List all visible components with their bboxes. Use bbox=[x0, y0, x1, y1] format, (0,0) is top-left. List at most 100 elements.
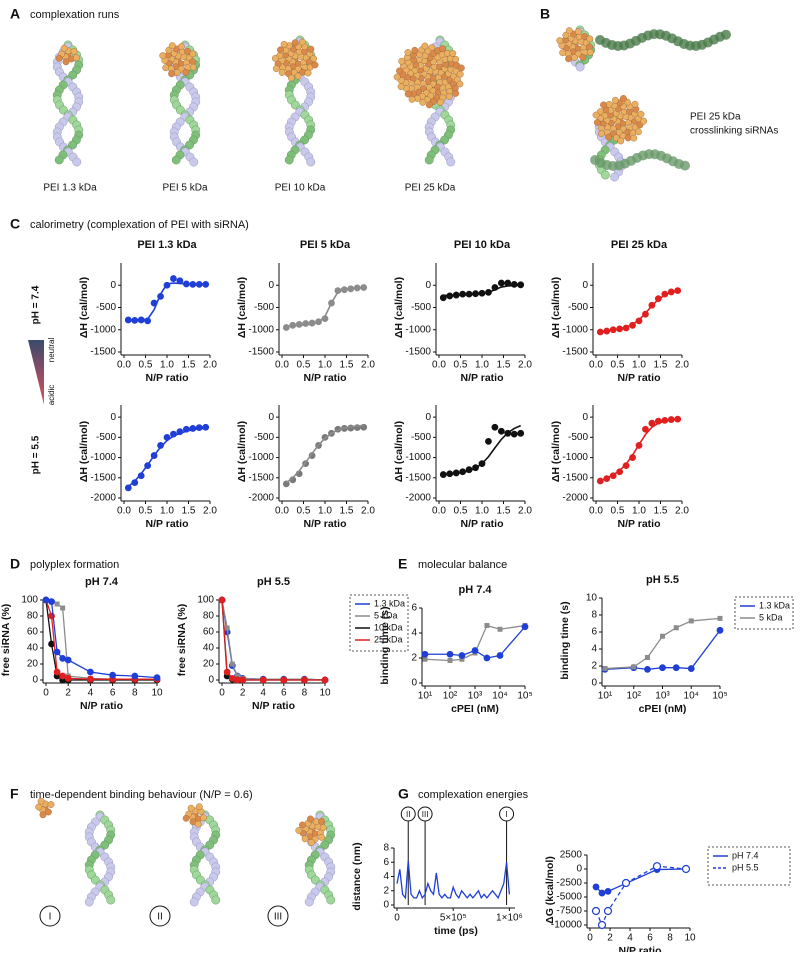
x-tick-label: 4 bbox=[88, 688, 94, 699]
atom bbox=[277, 46, 284, 54]
x-tick-label: 10 bbox=[151, 688, 163, 699]
atom bbox=[565, 55, 572, 63]
point bbox=[631, 664, 637, 670]
y-axis-label: ΔH (cal/mol) bbox=[550, 277, 562, 338]
point bbox=[48, 598, 55, 605]
x-tick-label: 6 bbox=[281, 688, 287, 699]
panel-title: complexation runs bbox=[30, 9, 120, 21]
atom bbox=[295, 827, 303, 834]
x-tick-label: 6 bbox=[110, 688, 116, 699]
atom bbox=[611, 96, 619, 104]
point bbox=[60, 605, 66, 611]
series-line bbox=[443, 424, 522, 476]
y-tick-label: 80 bbox=[203, 611, 215, 622]
point bbox=[109, 671, 116, 679]
caption: PEI 5 kDa bbox=[162, 183, 207, 194]
x-tick-label: 0 bbox=[394, 913, 400, 924]
atom bbox=[425, 101, 433, 109]
x-tick-label: 10 bbox=[684, 933, 696, 944]
chart-title: PEI 5 kDa bbox=[300, 239, 351, 251]
x-tick-label: 0.5 bbox=[139, 360, 153, 371]
atom bbox=[319, 824, 327, 832]
atom bbox=[54, 155, 64, 165]
ph-gradient bbox=[28, 340, 44, 405]
caption: PEI 1.3 kDa bbox=[43, 183, 97, 194]
point bbox=[517, 429, 525, 437]
series-line bbox=[443, 284, 521, 297]
x-tick-label: 0.5 bbox=[611, 506, 625, 517]
point bbox=[218, 596, 226, 604]
atom bbox=[195, 803, 203, 811]
point bbox=[223, 668, 231, 676]
atom bbox=[411, 46, 419, 54]
atom bbox=[187, 804, 195, 812]
point bbox=[659, 664, 666, 672]
y-tick-label: 40 bbox=[27, 643, 39, 654]
atom bbox=[287, 74, 295, 82]
y-tick-label: -500 bbox=[96, 432, 116, 443]
x-tick-label: 2 bbox=[65, 688, 71, 699]
atom bbox=[37, 797, 45, 805]
molecule bbox=[295, 810, 336, 907]
point bbox=[234, 673, 240, 679]
panel-title: polyplex formation bbox=[30, 559, 119, 571]
atom bbox=[397, 83, 405, 91]
y-tick-label: -500 bbox=[254, 432, 274, 443]
y-tick-label: -1500 bbox=[90, 472, 116, 483]
point bbox=[64, 675, 72, 682]
atom bbox=[404, 49, 412, 56]
x-tick-label: 2 bbox=[607, 933, 613, 944]
caption: PEI 10 kDa bbox=[275, 183, 326, 194]
x-tick-label: 0.5 bbox=[454, 506, 468, 517]
state-label: I bbox=[49, 912, 52, 923]
series-line bbox=[600, 418, 678, 482]
chart-title: PEI 10 kDa bbox=[454, 239, 511, 251]
atom bbox=[271, 54, 279, 62]
state-label: II bbox=[157, 912, 163, 923]
atom bbox=[84, 897, 94, 907]
point bbox=[602, 666, 608, 672]
scale-label: neutral bbox=[47, 338, 56, 363]
series-line bbox=[396, 860, 511, 900]
series-line bbox=[128, 282, 206, 321]
point bbox=[59, 672, 67, 680]
x-tick-label: 10⁴ bbox=[684, 691, 699, 702]
x-tick-label: 1.5 bbox=[340, 506, 354, 517]
atom bbox=[449, 50, 457, 57]
y-tick-label: -1500 bbox=[562, 347, 588, 358]
x-tick-label: 5×10⁵ bbox=[440, 913, 467, 924]
annotation-label: II bbox=[406, 810, 410, 819]
y-tick-label: -2000 bbox=[405, 493, 431, 504]
atom bbox=[189, 157, 199, 167]
x-tick-label: 0.5 bbox=[297, 506, 311, 517]
x-tick-label: 0 bbox=[587, 933, 593, 944]
atom bbox=[304, 897, 314, 907]
atom bbox=[600, 101, 607, 109]
molecule bbox=[182, 803, 221, 907]
x-tick-label: 0.0 bbox=[275, 360, 289, 371]
panel-title: calorimetry (complexation of PEI with si… bbox=[30, 219, 249, 231]
x-tick-label: 10⁴ bbox=[492, 691, 507, 702]
point bbox=[59, 655, 67, 662]
y-tick-label: 100 bbox=[197, 595, 214, 606]
y-tick-label: -1000 bbox=[90, 324, 116, 335]
atom bbox=[559, 49, 567, 57]
point bbox=[64, 656, 72, 664]
y-tick-label: -1500 bbox=[562, 472, 588, 483]
y-axis-label: ΔH (cal/mol) bbox=[236, 421, 248, 482]
point bbox=[597, 920, 607, 930]
panel-label: C bbox=[10, 216, 20, 232]
legend-label: 1.3 kDa bbox=[374, 598, 405, 608]
x-axis-label: N/P ratio bbox=[618, 518, 661, 530]
atom bbox=[556, 37, 564, 45]
y-tick-label: -500 bbox=[96, 302, 116, 313]
x-tick-label: 0.0 bbox=[589, 360, 603, 371]
x-tick-label: 10¹ bbox=[418, 691, 433, 702]
atom bbox=[598, 130, 605, 138]
x-axis-label: time (ps) bbox=[434, 925, 478, 937]
x-tick-label: 0.0 bbox=[432, 506, 446, 517]
panel-title: molecular balance bbox=[418, 559, 507, 571]
y-tick-label: -7500 bbox=[556, 906, 582, 917]
atom bbox=[421, 42, 429, 50]
point bbox=[603, 906, 613, 916]
